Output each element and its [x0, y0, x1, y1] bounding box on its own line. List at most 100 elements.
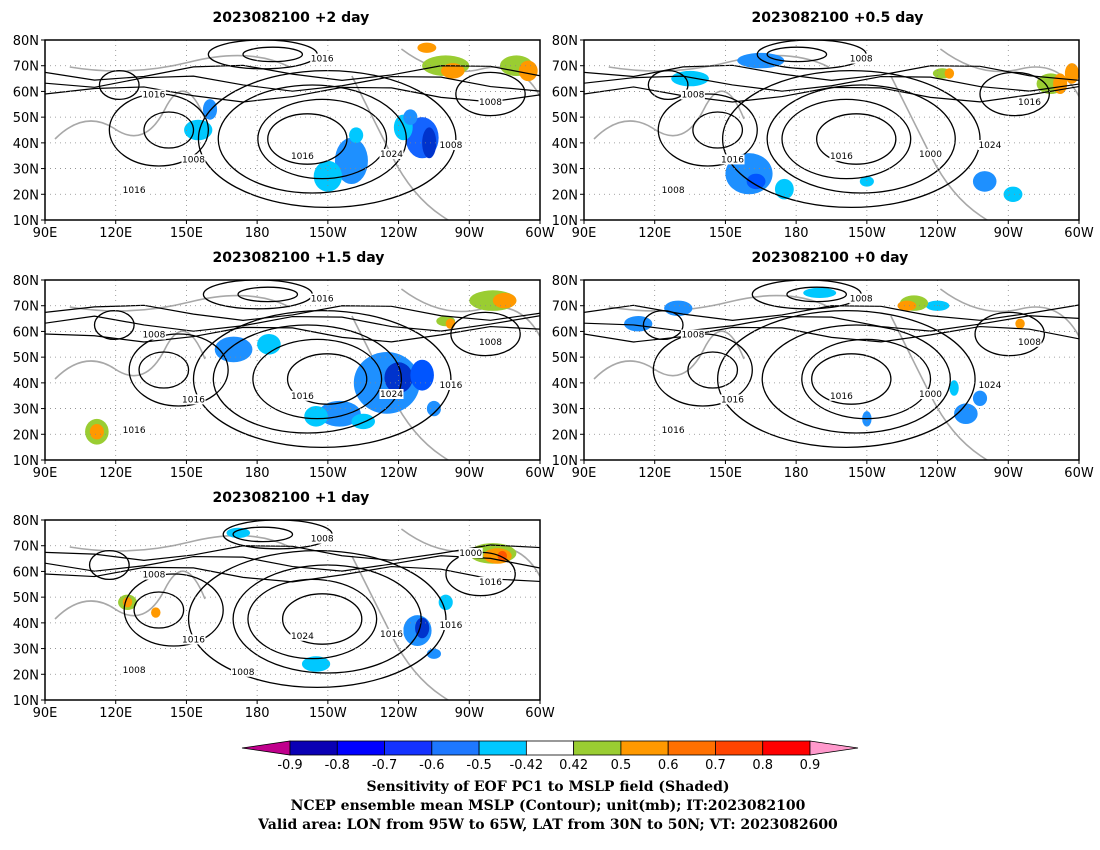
- contour-label: 1008: [681, 91, 704, 101]
- mslp-contour: [123, 573, 224, 647]
- sensitivity-shade: [257, 334, 281, 355]
- mslp-contour: [286, 353, 368, 405]
- mslp-contour: [257, 98, 388, 180]
- sensitivity-shade: [671, 70, 709, 87]
- mslp-contour: [692, 111, 744, 149]
- contour-label-bg: [680, 329, 705, 340]
- sensitivity-shade: [774, 178, 794, 200]
- lon-tick-label: 120E: [638, 466, 671, 481]
- map-background: [45, 520, 540, 700]
- mslp-contour: [647, 69, 689, 101]
- sensitivity-shade: [304, 406, 328, 427]
- contour-label-bg: [141, 329, 166, 340]
- contour-label: 1024: [380, 150, 403, 160]
- lon-tick-label: 90W: [994, 226, 1024, 241]
- mslp-contour: [584, 304, 1079, 321]
- contour-label-bg: [141, 569, 166, 580]
- map-panel: 2023082100 +0 day 1008 1008 1016 1016 1000 102…: [552, 250, 1094, 481]
- mslp-contour: [128, 333, 229, 407]
- contour-label: 1016: [291, 392, 314, 402]
- coastline: [351, 555, 450, 700]
- lat-tick-label: 70N: [552, 300, 578, 315]
- lon-tick-label: 90W: [455, 706, 485, 721]
- coastline: [608, 294, 830, 312]
- contour-label: 1000: [459, 549, 482, 559]
- sensitivity-shade: [897, 300, 917, 311]
- mslp-contour: [232, 564, 422, 674]
- lat-tick-label: 50N: [13, 351, 39, 366]
- mslp-contour: [45, 86, 540, 103]
- lon-tick-label: 90W: [455, 466, 485, 481]
- contour-label-bg: [918, 389, 943, 399]
- contour-label: 1016: [479, 578, 502, 588]
- lat-tick-label: 80N: [13, 274, 39, 289]
- contour-label: 1016: [182, 395, 205, 405]
- lat-tick-label: 30N: [552, 403, 578, 418]
- sensitivity-shade: [384, 362, 413, 394]
- contour-label: 1008: [681, 331, 704, 341]
- lat-tick-label: 80N: [13, 34, 39, 49]
- lat-tick-label: 80N: [13, 514, 39, 529]
- lon-tick-label: 180: [784, 466, 809, 481]
- sensitivity-shade: [492, 292, 517, 309]
- lon-tick-label: 150W: [309, 466, 347, 481]
- mslp-contour: [267, 113, 348, 165]
- contour-label-bg: [379, 389, 404, 399]
- mslp-contour: [242, 46, 304, 63]
- sensitivity-shade: [422, 127, 437, 159]
- mslp-contour: [45, 304, 540, 321]
- mslp-contour: [237, 286, 299, 303]
- lat-tick-label: 70N: [13, 60, 39, 75]
- mslp-contour: [761, 324, 951, 434]
- contour-label: 1008: [311, 535, 334, 545]
- sensitivity-shade: [445, 318, 456, 329]
- contour-label: 1016: [721, 395, 744, 405]
- mslp-contour: [197, 69, 457, 209]
- lat-tick-label: 30N: [13, 643, 39, 658]
- contour-label-bg: [829, 150, 854, 161]
- contour-label: 1008: [662, 186, 685, 196]
- lat-tick-label: 10N: [13, 454, 39, 469]
- lon-tick-label: 150W: [848, 226, 886, 241]
- map-area: 1016 1016 1008 1016 1024 1008 1016 1008: [45, 40, 540, 220]
- lon-tick-label: 90W: [994, 466, 1024, 481]
- mslp-contour: [786, 286, 848, 303]
- contour-label: 1016: [123, 426, 146, 436]
- lat-tick-label: 40N: [552, 377, 578, 392]
- mslp-contour: [687, 351, 739, 389]
- lon-tick-label: 150W: [848, 466, 886, 481]
- contour-label-bg: [478, 96, 503, 107]
- contour-label: 1024: [380, 390, 403, 400]
- contour-label-bg: [122, 665, 147, 675]
- contour-label: 1016: [830, 152, 853, 162]
- panel-title: 2023082100 +1 day: [213, 490, 370, 506]
- mslp-contour: [45, 64, 540, 81]
- contour-label: 1008: [123, 666, 146, 676]
- sensitivity-shade: [426, 400, 441, 417]
- map-panel: 2023082100 +1 day 1008 1008 1016 1024 1016 101…: [13, 490, 555, 721]
- colorbar-swatch: [289, 740, 338, 756]
- lat-tick-label: 60N: [13, 565, 39, 580]
- sensitivity-shade: [151, 607, 161, 618]
- contour-label-bg: [478, 336, 503, 347]
- mslp-contour: [816, 113, 897, 165]
- coastline: [69, 294, 291, 312]
- lon-tick-label: 150W: [309, 706, 347, 721]
- contour-label: 1016: [439, 381, 462, 391]
- panel-title: 2023082100 +2 day: [213, 10, 370, 26]
- mslp-contour: [45, 555, 540, 572]
- lon-tick-label: 180: [784, 226, 809, 241]
- sensitivity-shade: [226, 527, 251, 538]
- lat-tick-label: 40N: [13, 377, 39, 392]
- colorbar-end-low: [241, 740, 291, 756]
- sensitivity-shade: [859, 176, 874, 187]
- contour-label-bg: [977, 140, 1002, 150]
- map-frame: [44, 279, 541, 461]
- lat-tick-label: 30N: [13, 163, 39, 178]
- lon-tick-label: 90E: [33, 466, 58, 481]
- mslp-contour: [45, 544, 540, 561]
- map-frame: [44, 39, 541, 221]
- colorbar-label: -0.9: [277, 758, 302, 773]
- contour-label: 1024: [978, 141, 1001, 151]
